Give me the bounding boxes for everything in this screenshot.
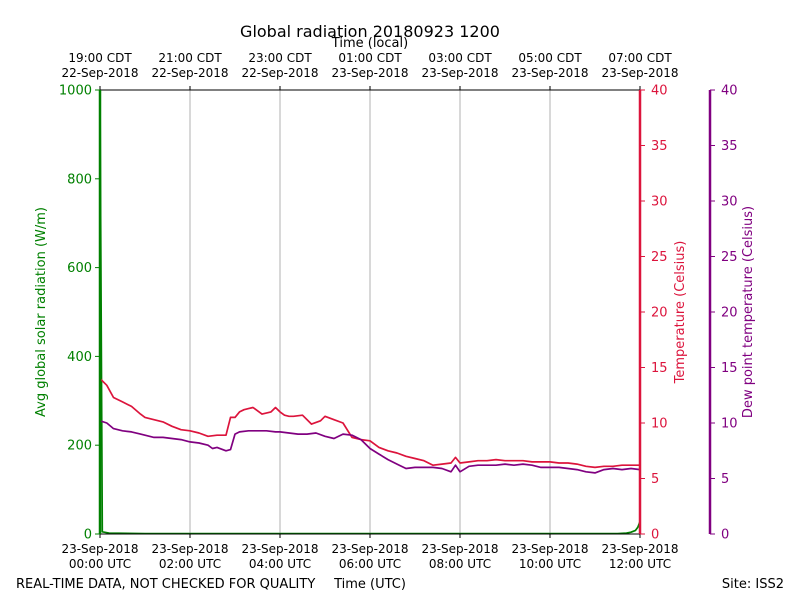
bottom-tick-date: 23-Sep-2018 (151, 542, 228, 556)
bottom-tick-time: 02:00 UTC (159, 557, 221, 571)
top-tick-time: 19:00 CDT (68, 51, 132, 65)
top-tick-time: 05:00 CDT (518, 51, 582, 65)
bottom-tick-time: 08:00 UTC (429, 557, 491, 571)
bottom-tick-date: 23-Sep-2018 (601, 542, 678, 556)
top-tick-date: 22-Sep-2018 (241, 66, 318, 80)
top-axis-label: Time (local) (331, 36, 408, 51)
dewpoint-tick-label: 15 (721, 361, 738, 376)
top-tick-time: 07:00 CDT (608, 51, 672, 65)
radiation-tick-label: 800 (67, 172, 92, 187)
temperature-axis-label: Temperature (Celsius) (673, 241, 688, 385)
top-tick-date: 22-Sep-2018 (151, 66, 228, 80)
top-tick-time: 23:00 CDT (248, 51, 312, 65)
bottom-tick-time: 04:00 UTC (249, 557, 311, 571)
top-tick-date: 22-Sep-2018 (61, 66, 138, 80)
temperature-tick-label: 0 (651, 528, 659, 543)
bottom-tick-time: 06:00 UTC (339, 557, 401, 571)
gridlines (189, 90, 551, 534)
temperature-tick-label: 20 (651, 306, 668, 321)
dewpoint-tick-label: 25 (721, 250, 738, 265)
temperature-series-line (99, 377, 640, 469)
site-label: Site: ISS2 (722, 577, 784, 592)
radiation-tick-label: 600 (67, 261, 92, 276)
radiation-tick-label: 400 (67, 350, 92, 365)
top-tick-date: 23-Sep-2018 (331, 66, 408, 80)
bottom-tick-date: 23-Sep-2018 (331, 542, 408, 556)
temperature-tick-label: 10 (651, 417, 668, 432)
bottom-tick-time: 10:00 UTC (519, 557, 581, 571)
dewpoint-tick-label: 40 (721, 84, 738, 99)
bottom-tick-date: 23-Sep-2018 (61, 542, 138, 556)
x-axis-label: Time (UTC) (333, 577, 406, 592)
radiation-tick-label: 200 (67, 439, 92, 454)
dewpoint-tick-label: 5 (721, 472, 729, 487)
dewpoint-tick-label: 0 (721, 528, 729, 543)
dewpoint-tick-label: 20 (721, 306, 738, 321)
bottom-tick-date: 23-Sep-2018 (241, 542, 318, 556)
temperature-tick-label: 15 (651, 361, 668, 376)
top-tick-date: 23-Sep-2018 (511, 66, 588, 80)
top-tick-time: 03:00 CDT (428, 51, 492, 65)
dewpoint-tick-label: 30 (721, 195, 738, 210)
temperature-tick-label: 35 (651, 139, 668, 154)
bottom-tick-time: 12:00 UTC (609, 557, 671, 571)
dewpoint-tick-label: 10 (721, 417, 738, 432)
dewpoint-axis-label: Dew point temperature (Celsius) (741, 206, 756, 418)
top-tick-date: 23-Sep-2018 (421, 66, 498, 80)
bottom-tick-time: 00:00 UTC (69, 557, 131, 571)
temperature-tick-label: 25 (651, 250, 668, 265)
top-tick-time: 01:00 CDT (338, 51, 402, 65)
quality-disclaimer: REAL-TIME DATA, NOT CHECKED FOR QUALITY (16, 577, 315, 592)
radiation-tick-label: 1000 (59, 84, 92, 99)
bottom-tick-date: 23-Sep-2018 (511, 542, 588, 556)
dewpoint-series-line (99, 419, 641, 474)
radiation-axis-label: Avg global solar radiation (W/m) (34, 207, 49, 417)
bottom-tick-date: 23-Sep-2018 (421, 542, 498, 556)
temperature-tick-label: 5 (651, 472, 659, 487)
temperature-tick-label: 40 (651, 84, 668, 99)
top-tick-time: 21:00 CDT (158, 51, 222, 65)
chart-title: Global radiation 20180923 1200 (240, 22, 500, 41)
radiation-tick-label: 0 (84, 528, 92, 543)
dewpoint-tick-label: 35 (721, 139, 738, 154)
temperature-tick-label: 30 (651, 195, 668, 210)
top-tick-date: 23-Sep-2018 (601, 66, 678, 80)
